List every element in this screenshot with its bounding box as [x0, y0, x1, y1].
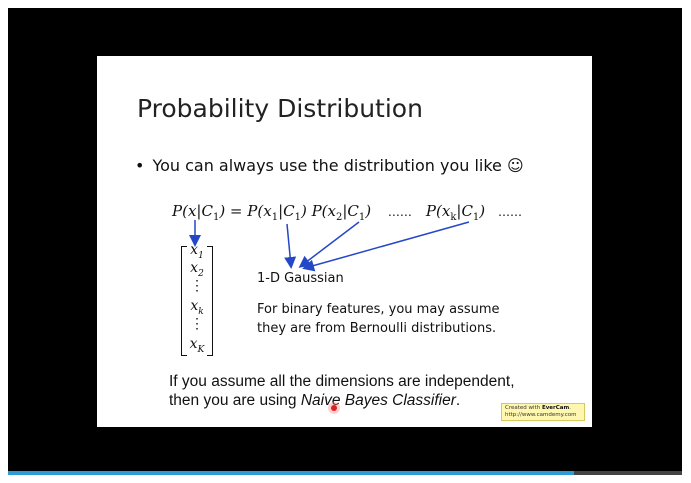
- independence-note: If you assume all the dimensions are ind…: [169, 372, 589, 410]
- formula-sub: 1: [271, 212, 279, 223]
- formula-sub: k: [450, 212, 457, 223]
- formula-ellipsis: ……: [497, 205, 522, 219]
- formula-part: P(x: [425, 202, 451, 220]
- arrow-lines: [189, 220, 470, 272]
- slide-title: Probability Distribution: [137, 94, 423, 123]
- vector-entry: ⋮: [190, 278, 204, 294]
- gaussian-label: 1-D Gaussian: [257, 271, 344, 286]
- binary-note-line: they are from Bernoulli distributions.: [257, 321, 497, 336]
- vector-entry: ⋮: [190, 316, 204, 332]
- formula-part: ): [365, 202, 372, 220]
- formula-sub: 1: [472, 212, 480, 223]
- vector-entry: x2: [190, 260, 204, 279]
- slide: Probability Distribution • You can always…: [97, 56, 592, 427]
- formula-part: ): [479, 202, 486, 220]
- formula-sub: 1: [212, 212, 220, 223]
- arrow-x2-to-gaussian: [298, 221, 360, 268]
- independence-note-line: then you are using Naive Bayes Classifie…: [169, 392, 461, 409]
- independence-note-line: If you assume all the dimensions are ind…: [169, 373, 515, 390]
- feature-vector: x1 x2 ⋮ xk ⋮ xK: [181, 242, 213, 356]
- arrow-x1-to-gaussian: [284, 223, 297, 269]
- progress-bar[interactable]: [8, 471, 682, 475]
- formula-part: |C: [456, 202, 473, 220]
- bullet-dot-icon: •: [135, 156, 145, 175]
- bullet-text: You can always use the distribution you …: [152, 156, 524, 175]
- progress-bar-fill: [8, 471, 575, 475]
- formula-ellipsis: ……: [387, 205, 412, 219]
- formula-sub: 2: [336, 212, 343, 223]
- formula-part: ) P(x: [300, 202, 336, 220]
- likelihood-formula: P(x|C1) = P(x1|C1) P(x2|C1) …… P(xk|C1) ……: [172, 202, 522, 223]
- binary-note-line: For binary features, you may assume: [257, 302, 500, 317]
- binary-note: For binary features, you may assume they…: [257, 300, 557, 338]
- formula-eq: ) = P(x: [219, 202, 272, 220]
- evercam-watermark: Created with EverCam. http://www.camdemy…: [501, 403, 585, 421]
- pointer-dot-icon: [331, 405, 337, 411]
- vector-entry: xK: [189, 336, 205, 355]
- vector-entry: x1: [190, 242, 204, 261]
- arrow-xk-to-gaussian: [302, 221, 470, 272]
- formula-sub: 1: [294, 212, 301, 223]
- formula-lhs: P(x|C: [172, 202, 213, 220]
- formula-part: |C: [342, 202, 359, 220]
- naive-bayes-term: Naive Bayes Classifier: [300, 392, 456, 409]
- formula-part: |C: [278, 202, 295, 220]
- bullet-point: • You can always use the distribution you…: [135, 156, 524, 175]
- vector-entry: xk: [190, 298, 204, 317]
- formula-sub: 1: [358, 212, 366, 223]
